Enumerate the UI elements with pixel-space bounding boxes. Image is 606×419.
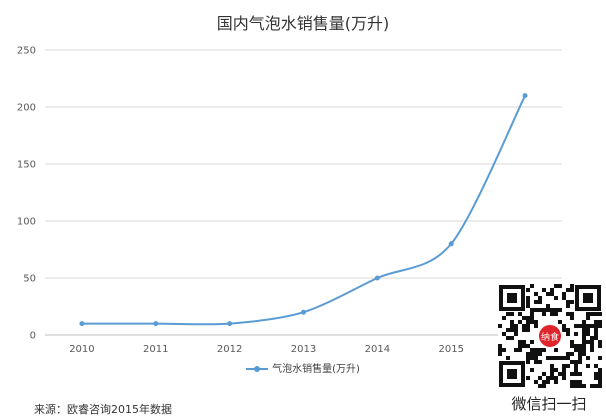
x-tick-label: 2015 bbox=[438, 344, 463, 355]
qr-finder-top-right bbox=[575, 285, 601, 311]
data-point bbox=[522, 93, 528, 99]
series-line bbox=[81, 95, 526, 326]
y-tick-label: 0 bbox=[30, 331, 36, 342]
qr-finder-bottom-left bbox=[499, 361, 525, 387]
x-tick-label: 2013 bbox=[291, 344, 316, 355]
data-point bbox=[374, 275, 380, 281]
y-tick-label: 50 bbox=[23, 274, 36, 285]
legend-label: 气泡水销售量(万升) bbox=[272, 364, 360, 375]
y-axis-ticks: 0 50 100 150 200 250 bbox=[17, 46, 36, 342]
y-tick-label: 100 bbox=[17, 217, 36, 228]
x-tick-label: 2010 bbox=[69, 344, 94, 355]
x-tick-label: 2012 bbox=[217, 344, 242, 355]
series-layer bbox=[79, 93, 528, 327]
y-tick-label: 200 bbox=[17, 103, 36, 114]
data-point bbox=[301, 309, 306, 315]
y-tick-label: 250 bbox=[17, 46, 36, 57]
x-axis-ticks: 2010 2011 2012 2013 2014 2015 bbox=[69, 344, 464, 355]
data-point bbox=[79, 321, 85, 327]
legend[interactable]: 气泡水销售量(万升) bbox=[0, 360, 606, 375]
chart-title: 国内气泡水销售量(万升) bbox=[216, 14, 390, 33]
gridlines bbox=[45, 49, 562, 336]
x-tick-label: 2011 bbox=[143, 344, 168, 355]
data-point bbox=[153, 321, 159, 327]
qr-logo-text: 纳食 bbox=[541, 331, 559, 343]
x-tick-label: 2014 bbox=[365, 344, 390, 355]
data-point bbox=[227, 321, 233, 327]
y-tick-label: 150 bbox=[17, 160, 36, 171]
qr-finder-top-left bbox=[499, 285, 525, 311]
qr-modules bbox=[498, 284, 602, 388]
qr-caption: 微信扫一扫 bbox=[511, 395, 587, 413]
qr-code[interactable]: 纳食 bbox=[498, 284, 602, 388]
source-note: 来源：欧睿咨询2015年数据 bbox=[34, 403, 172, 416]
legend-line-marker bbox=[246, 366, 269, 372]
qr-logo-badge bbox=[537, 323, 563, 349]
data-point bbox=[448, 241, 454, 247]
